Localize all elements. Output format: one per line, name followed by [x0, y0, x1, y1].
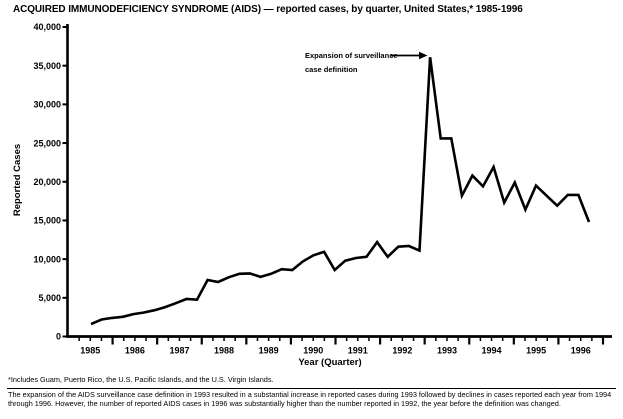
divider-line	[7, 388, 616, 389]
year-label: 1993	[437, 346, 457, 356]
y-tick-label: 5,000	[38, 293, 61, 303]
x-axis-title: Year (Quarter)	[298, 357, 361, 368]
year-label: 1987	[169, 346, 189, 356]
year-label: 1985	[80, 346, 100, 356]
y-tick-label: 25,000	[33, 138, 61, 148]
annotation-arrow-head	[419, 51, 428, 60]
year-label: 1988	[214, 346, 234, 356]
chart-footnote: *Includes Guam, Puerto Rico, the U.S. Pa…	[8, 375, 274, 384]
data-line	[90, 57, 591, 326]
y-axis-title: Reported Cases	[12, 144, 23, 216]
year-label: 1986	[125, 346, 145, 356]
y-tick-label: 10,000	[33, 254, 61, 264]
y-tick-label: 40,000	[33, 22, 61, 32]
chart-caption: The expansion of the AIDS surveillance c…	[8, 390, 612, 408]
y-tick-label: 0	[56, 332, 61, 342]
annotation-line-1: Expansion of surveillance	[305, 51, 398, 60]
chart-title: ACQUIRED IMMUNODEFICIENCY SYNDROME (AIDS…	[13, 4, 523, 15]
y-tick-label: 15,000	[33, 216, 61, 226]
year-label: 1992	[392, 346, 412, 356]
annotation-line-2: case definition	[305, 65, 358, 74]
year-label: 1994	[482, 346, 502, 356]
aids-quarterly-line-chart: 0 5,000 10,000 15,000 20,000 25,000 30,000 35,0…	[12, 22, 612, 368]
year-label: 1995	[526, 346, 546, 356]
y-tick-label: 20,000	[33, 177, 61, 187]
y-tick-label: 35,000	[33, 61, 61, 71]
year-label: 1989	[259, 346, 279, 356]
y-tick-label: 30,000	[33, 100, 61, 110]
year-label: 1991	[348, 346, 368, 356]
year-label: 1996	[571, 346, 591, 356]
year-label: 1990	[303, 346, 323, 356]
